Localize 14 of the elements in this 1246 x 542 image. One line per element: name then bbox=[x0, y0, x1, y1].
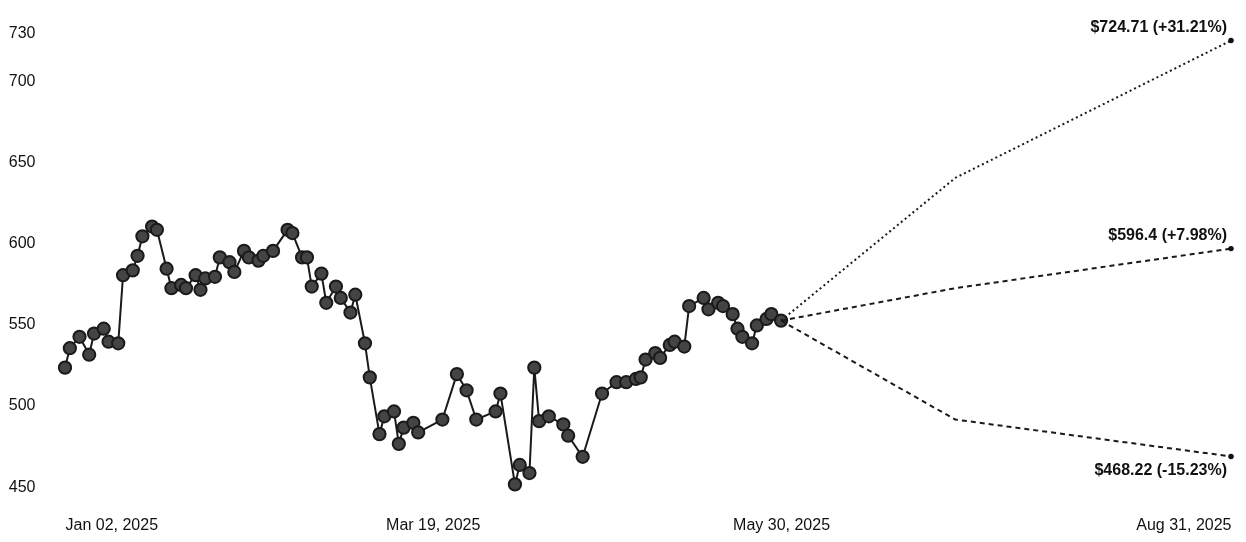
y-tick-label: 450 bbox=[8, 477, 36, 495]
y-tick-label: 600 bbox=[8, 234, 36, 252]
y-tick-label: 550 bbox=[8, 315, 36, 333]
y-tick-label: 700 bbox=[8, 72, 36, 90]
annotation: $724.71 (+31.21%) bbox=[1090, 17, 1227, 35]
annotation: $596.4 (+7.98%) bbox=[1108, 225, 1227, 243]
x-tick-label: May 30, 2025 bbox=[733, 515, 831, 533]
x-tick-label: Jan 02, 2025 bbox=[65, 515, 159, 533]
x-tick-label: Mar 19, 2025 bbox=[386, 515, 481, 533]
y-tick-label: 730 bbox=[8, 23, 36, 41]
y-tick-label: 650 bbox=[8, 153, 36, 171]
x-tick-label: Aug 31, 2025 bbox=[1136, 515, 1232, 533]
y-tick-label: 500 bbox=[8, 396, 36, 414]
annotation: $468.22 (-15.23%) bbox=[1094, 461, 1227, 479]
